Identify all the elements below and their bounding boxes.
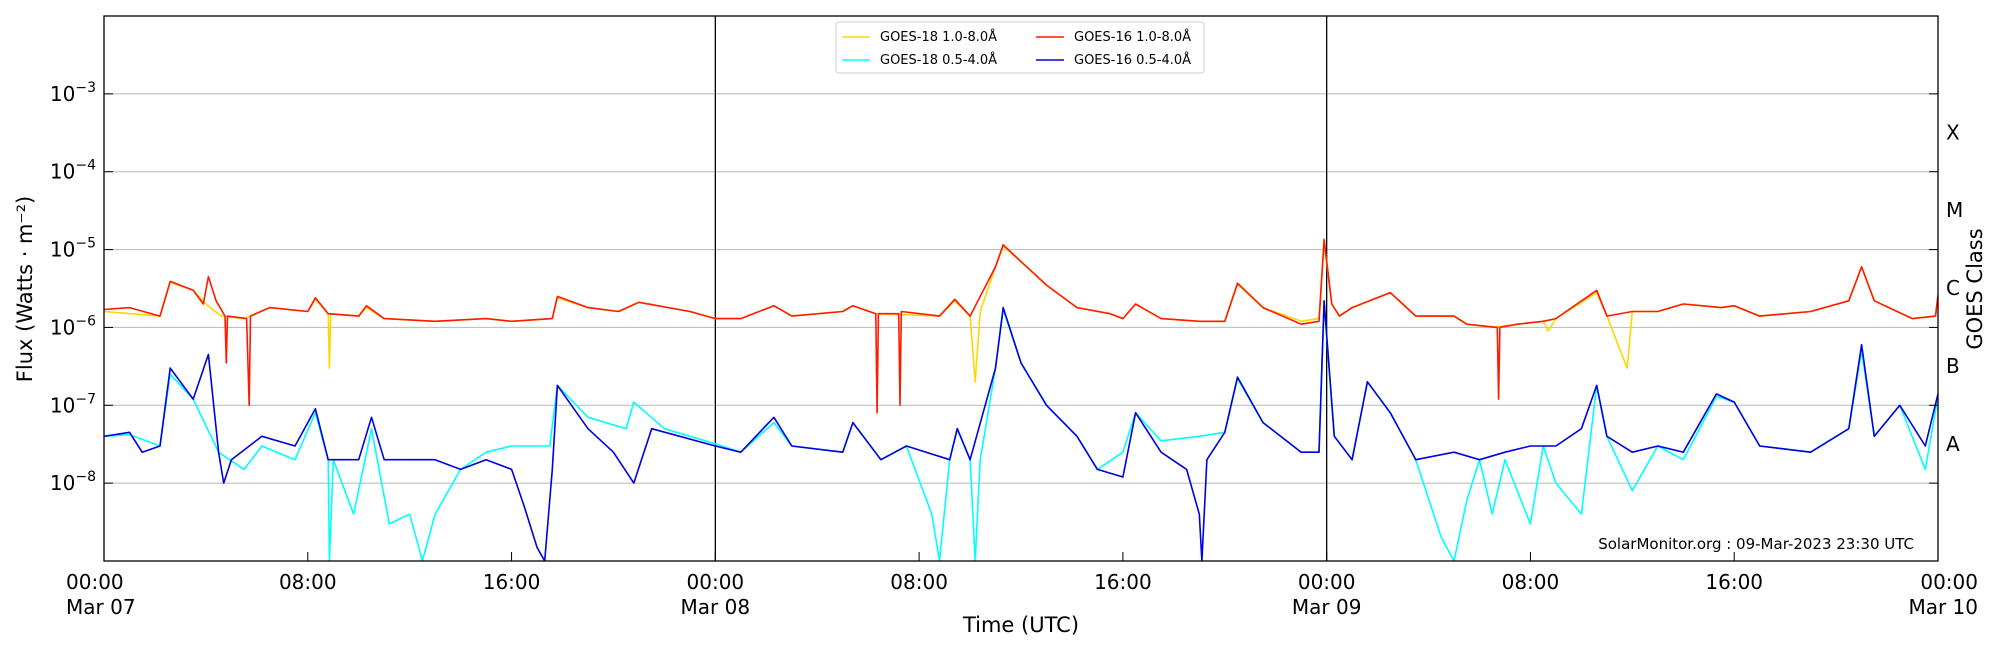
series-line-1: [104, 303, 1938, 561]
plot-frame: [103, 15, 1939, 562]
x-tick-label-2: 16:00: [483, 570, 541, 594]
x-tick-date-6: Mar 09: [1292, 595, 1362, 619]
x-axis-title: Time (UTC): [962, 613, 1079, 637]
legend-box: [835, 21, 1205, 74]
series-line-2: [104, 238, 1938, 414]
legend-label-goes18-long: GOES-18 1.0-8.0Å: [880, 29, 997, 45]
x-tick-label-3: 00:00: [687, 570, 745, 594]
legend: GOES-18 1.0-8.0Å GOES-18 0.5-4.0Å GOES-1…: [835, 21, 1205, 74]
x-tick-label-1: 08:00: [279, 570, 337, 594]
y-tick-label-0: 10−3: [50, 80, 96, 106]
grid-lines: [104, 93, 1938, 484]
series-line-3: [104, 300, 1938, 561]
x-tick-date-9: Mar 10: [1908, 595, 1978, 619]
y-tick-label-1: 10−4: [50, 158, 96, 184]
y-axis-title: Flux (Watts · m⁻²): [13, 196, 37, 382]
source-annotation: SolarMonitor.org : 09-Mar-2023 23:30 UTC: [1598, 535, 1914, 553]
x-tick-label-5: 16:00: [1094, 570, 1152, 594]
x-tick-label-9: 00:00: [1920, 570, 1978, 594]
goes-class-x: X: [1946, 120, 1960, 144]
day-dividers: [714, 16, 1328, 561]
y2-axis-title: GOES Class: [1963, 228, 1987, 349]
y-tick-label-3: 10−6: [50, 313, 96, 339]
x-tick-label-4: 08:00: [890, 570, 948, 594]
x-tick-label-6: 00:00: [1298, 570, 1356, 594]
series-lines: [104, 238, 1938, 561]
y-axis-ticks: 10−3 10−4 10−5 10−6 10−7 10−8: [50, 80, 1938, 495]
legend-label-goes16-short: GOES-16 0.5-4.0Å: [1074, 52, 1191, 68]
y-tick-label-4: 10−7: [50, 391, 96, 417]
goes-class-c: C: [1946, 276, 1960, 300]
legend-label-goes16-long: GOES-16 1.0-8.0Å: [1074, 29, 1191, 45]
goes-class-m: M: [1946, 198, 1963, 222]
legend-label-goes18-short: GOES-18 0.5-4.0Å: [880, 52, 997, 68]
x-tick-label-0: 00:00: [66, 570, 124, 594]
y-tick-label-2: 10−5: [50, 236, 96, 262]
x-tick-label-8: 16:00: [1705, 570, 1763, 594]
goes-class-b: B: [1946, 354, 1960, 378]
x-tick-date-0: Mar 07: [66, 595, 136, 619]
x-tick-label-7: 08:00: [1502, 570, 1560, 594]
goes-class-a: A: [1946, 432, 1960, 456]
y-tick-label-5: 10−8: [50, 469, 96, 495]
goes-class-labels: X M C B A: [1946, 120, 1963, 455]
x-tick-date-3: Mar 08: [681, 595, 751, 619]
